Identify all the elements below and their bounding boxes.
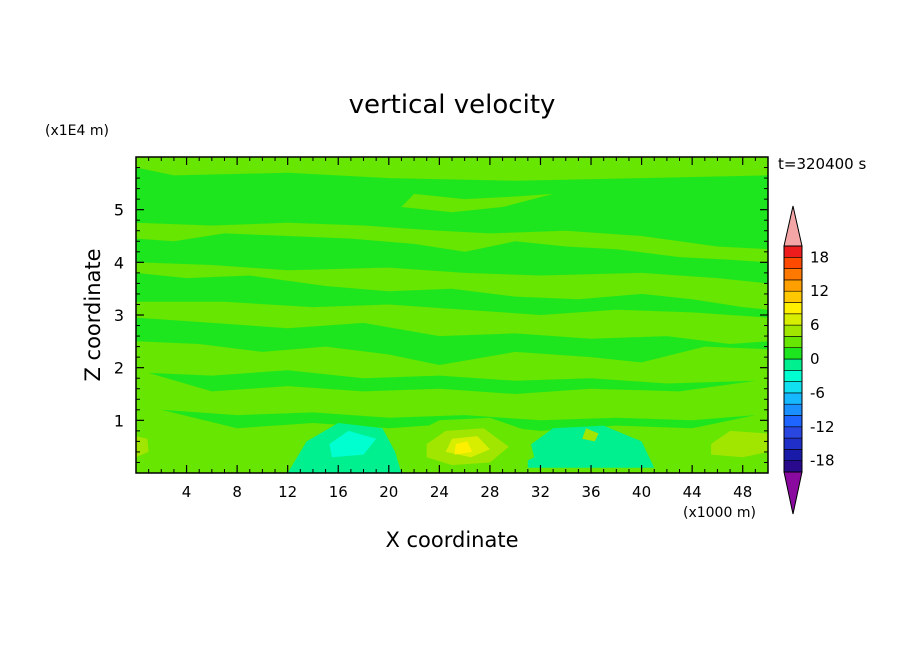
colorbar-swatch	[783, 460, 803, 473]
x-axis-label: X coordinate	[385, 528, 518, 552]
colorbar-tick-label: -12	[810, 418, 835, 436]
x-tick-label: 16	[329, 483, 348, 501]
x-tick-label: 8	[232, 483, 242, 501]
y-tick-label: 3	[114, 306, 124, 325]
contour-region-4	[136, 301, 768, 344]
contour-region-16	[711, 430, 768, 458]
contour-region-10	[527, 425, 655, 468]
contour-region-14	[454, 441, 473, 455]
x-tick-label: 24	[430, 483, 449, 501]
y-tick-label: 2	[114, 359, 124, 378]
colorbar-tick-label: 6	[810, 316, 820, 334]
colorbar-swatch	[783, 358, 803, 371]
colorbar-tick-label: -18	[810, 452, 835, 470]
colorbar-tick-label: 18	[810, 248, 829, 266]
y-tick-label: 5	[114, 201, 124, 220]
contour-region-6	[148, 370, 756, 394]
colorbar-frame	[783, 245, 803, 473]
y-tick-label: 1	[114, 411, 124, 430]
contour-region-2	[401, 193, 554, 213]
y-axis-label: Z coordinate	[81, 248, 105, 381]
colorbar-swatch	[783, 302, 803, 315]
x-tick-label: 28	[480, 483, 499, 501]
colorbar-swatch	[783, 256, 803, 269]
time-label: t=320400 s	[778, 155, 866, 173]
x-tick-label: 44	[683, 483, 702, 501]
contour-region-3	[136, 262, 768, 310]
contour-region-19	[582, 428, 599, 442]
colorbar-swatch	[783, 415, 803, 428]
colorbar-tick-label: 0	[810, 350, 820, 368]
chart-title: vertical velocity	[349, 90, 556, 120]
x-tick-label: 32	[531, 483, 550, 501]
x-tick-label: 36	[581, 483, 600, 501]
colorbar-swatch	[783, 426, 803, 439]
x-unit-label: (x1000 m)	[683, 505, 756, 521]
x-tick-label: 20	[379, 483, 398, 501]
colorbar-tick-label: 12	[810, 282, 829, 300]
colorbar-swatch	[783, 449, 803, 461]
x-tick-label: 12	[278, 483, 297, 501]
colorbar-under-triangle	[783, 471, 803, 515]
contour-region-9	[329, 430, 377, 458]
colorbar-swatch	[783, 336, 803, 348]
contour-region-1	[136, 222, 768, 263]
contour-fields	[136, 157, 768, 473]
contour-region-17	[136, 425, 162, 468]
x-axis-ticks: 4 8 12 16 20 24 28 32 36 40 44 48	[148, 157, 756, 501]
colorbar-tick-label: -6	[810, 384, 825, 402]
colorbar-swatch	[783, 381, 803, 394]
colorbar-swatch	[783, 245, 803, 258]
colorbar-swatch	[783, 313, 803, 326]
colorbar-swatch	[783, 392, 803, 405]
colorbar-swatch	[783, 268, 803, 281]
x-tick-label: 4	[182, 483, 192, 501]
colorbar-swatch	[783, 290, 803, 303]
y-tick-label: 4	[114, 253, 124, 272]
colorbar-swatch	[783, 324, 803, 337]
colorbar-swatch	[783, 369, 803, 382]
colorbar-swatch	[783, 347, 803, 360]
x-tick-label: 40	[632, 483, 651, 501]
colorbar-over-triangle	[783, 205, 803, 247]
y-unit-label: (x1E4 m)	[45, 123, 109, 139]
colorbar-swatch	[783, 279, 803, 292]
colorbar-swatch	[783, 437, 803, 450]
colorbar: -18 -12 -6 0 6 12 18	[783, 205, 835, 515]
colorbar-swatch	[783, 403, 803, 416]
x-tick-label: 48	[733, 483, 752, 501]
contour-region-0	[136, 157, 768, 181]
y-axis-ticks: 1 2 3 4 5	[114, 167, 768, 463]
